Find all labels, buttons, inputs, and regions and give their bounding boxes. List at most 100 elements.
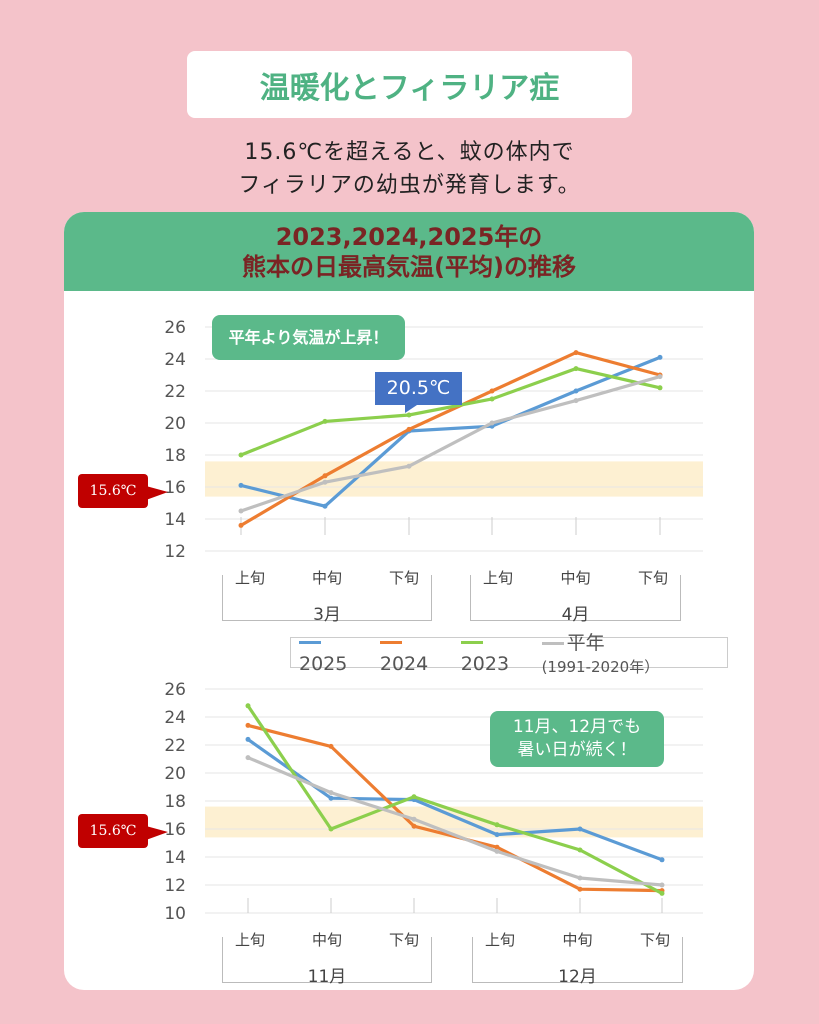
y-tick-label: 12 [164, 542, 186, 562]
group-april: 上旬 中旬 下旬 4月 [470, 569, 681, 625]
y-tick-label: 20 [164, 764, 186, 784]
data-point-平年 [322, 479, 328, 485]
group-march: 上旬 中旬 下旬 3月 [222, 569, 432, 625]
data-point-2023 [577, 847, 583, 853]
legend: 2025 2024 2023 平年 (1991-2020年） [290, 632, 728, 676]
legend-swatch [460, 640, 483, 644]
data-point-2024 [406, 426, 412, 432]
period-label: 上旬 [483, 569, 514, 587]
series-line-平年 [240, 375, 661, 513]
month-label: 11月 [307, 967, 347, 987]
series-line-2023 [240, 366, 661, 457]
legend-swatch [541, 642, 564, 645]
series-line-2025 [240, 355, 661, 508]
card-header: 2023,2024,2025年の 熊本の日最高気温(平均)の推移 [64, 212, 754, 291]
legend-swatch [379, 640, 402, 644]
period-label: 中旬 [311, 569, 342, 587]
callout-hot-days: 11月、12月でも 暑い日が続く！ [490, 711, 664, 767]
callout-above-normal: 平年より気温が上昇！ [212, 315, 405, 360]
data-point-平年 [577, 875, 583, 881]
series-line-2023 [246, 704, 663, 895]
data-point-2025 [494, 832, 500, 838]
period-label: 中旬 [562, 931, 593, 949]
data-point-2024 [494, 844, 500, 850]
data-point-2025 [328, 795, 334, 801]
threshold-label-1: 15.6℃ [78, 474, 168, 508]
series-line-平年 [247, 756, 663, 887]
data-point-2023 [494, 822, 500, 828]
period-label: 中旬 [560, 569, 591, 587]
data-point-2025 [245, 736, 251, 742]
y-tick-label: 16 [164, 820, 186, 840]
y-tick-label: 22 [164, 736, 186, 756]
callout-hot-days-2: 暑い日が続く！ [517, 740, 637, 760]
data-point-2024 [328, 743, 334, 749]
period-label: 下旬 [639, 931, 670, 949]
subtitle-line-2: フィラリアの幼虫が発育します。 [238, 173, 581, 198]
data-point-2023 [245, 703, 251, 709]
period-label: 上旬 [485, 931, 516, 949]
chart-card: 2023,2024,2025年の 熊本の日最高気温(平均)の推移 [64, 212, 754, 990]
callout-hot-days-1: 11月、12月でも [512, 717, 642, 737]
group-november: 上旬 中旬 下旬 11月 [222, 931, 432, 987]
data-point-平年 [406, 463, 412, 469]
month-label: 12月 [558, 967, 597, 987]
threshold-band [205, 461, 703, 497]
legend-label: 2024 [379, 652, 429, 675]
data-point-平年 [238, 508, 244, 514]
data-point-2023 [411, 794, 417, 800]
card-title-1: 2023,2024,2025年の [275, 223, 543, 251]
month-label: 3月 [313, 605, 341, 625]
page-title: 温暖化とフィラリア症 [259, 70, 560, 106]
period-label: 下旬 [388, 931, 419, 949]
data-point-2025 [577, 826, 583, 832]
data-point-平年 [489, 420, 495, 426]
period-label: 上旬 [235, 569, 266, 587]
y-tick-label: 24 [164, 350, 186, 370]
period-label: 上旬 [235, 931, 266, 949]
legend-note: (1991-2020年） [541, 658, 660, 676]
callout-20-5: 20.5℃ [375, 372, 462, 405]
data-point-平年 [494, 848, 500, 854]
card-title-2: 熊本の日最高気温(平均)の推移 [242, 253, 576, 281]
data-point-2025 [238, 482, 244, 488]
data-point-2023 [657, 385, 663, 391]
data-point-2025 [657, 354, 663, 360]
y-tick-label: 10 [164, 904, 186, 924]
y-tick-label: 22 [164, 382, 186, 402]
threshold-label-2: 15.6℃ [78, 814, 168, 848]
data-point-2023 [659, 890, 665, 896]
data-point-2023 [328, 826, 334, 832]
data-point-2023 [238, 452, 244, 458]
data-point-2024 [322, 473, 328, 479]
data-point-2024 [573, 350, 579, 356]
callout-tail [405, 405, 417, 413]
y-tick-label: 20 [164, 414, 186, 434]
data-point-2024 [245, 722, 251, 728]
data-point-2024 [238, 522, 244, 528]
group-december: 上旬 中旬 下旬 12月 [472, 931, 683, 987]
subtitle-line-1: 15.6℃を超えると、蚊の体内で [244, 140, 575, 165]
data-point-平年 [245, 755, 251, 761]
period-label: 中旬 [311, 931, 342, 949]
legend-2024: 2024 [379, 631, 453, 675]
y-tick-label: 16 [164, 478, 186, 498]
data-point-平年 [411, 816, 417, 822]
data-point-2025 [573, 388, 579, 394]
legend-2025: 2025 [299, 631, 372, 675]
month-label: 4月 [561, 605, 590, 625]
series-line-2024 [240, 350, 661, 527]
data-point-平年 [328, 790, 334, 796]
title-box: 温暖化とフィラリア症 [187, 51, 632, 118]
data-point-平年 [573, 398, 579, 404]
period-label: 下旬 [388, 569, 419, 587]
data-point-2024 [489, 388, 495, 394]
legend-label: 平年 [566, 632, 605, 654]
data-point-2023 [406, 412, 412, 418]
legend-normal: 平年 (1991-2020年） [541, 628, 727, 677]
y-tick-label: 24 [164, 708, 186, 728]
legend-label: 2025 [299, 652, 348, 675]
data-point-2025 [659, 857, 665, 863]
data-point-2024 [577, 886, 583, 892]
y-tick-label: 26 [164, 318, 186, 338]
